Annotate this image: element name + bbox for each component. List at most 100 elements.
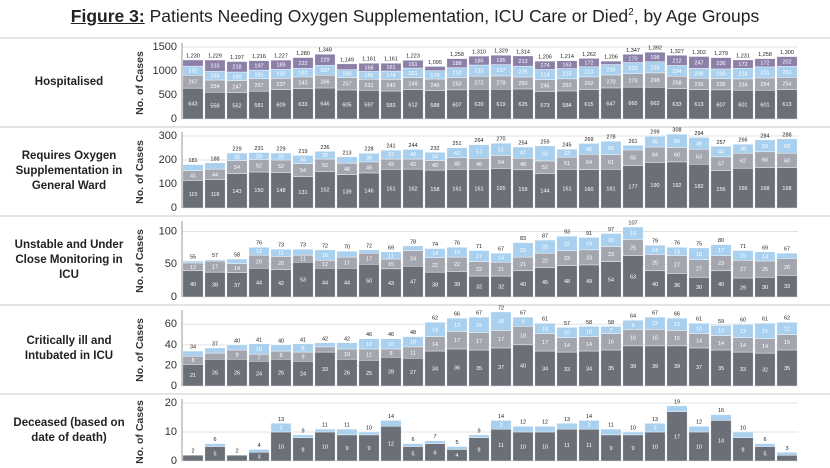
segment-label: 21: [190, 373, 196, 379]
segment-label: 39: [652, 364, 658, 370]
total-label: 1,258: [758, 52, 772, 58]
total-label: 78: [410, 239, 416, 245]
total-label: 72: [366, 243, 372, 249]
segment-label: 226: [518, 70, 527, 76]
segment-label: 44: [322, 281, 328, 287]
total-label: 69: [388, 245, 394, 251]
segment-label: 49: [586, 279, 592, 285]
segment-label: 36: [674, 283, 680, 289]
segment-label: 236: [716, 61, 725, 67]
segment-label: 26: [344, 371, 350, 377]
bar-segment: [182, 350, 204, 357]
bar-segment: [424, 66, 446, 71]
total-label: 261: [628, 139, 637, 145]
segment-label: 218: [232, 65, 241, 71]
bar-segment: [710, 146, 732, 158]
segment-label: 9: [631, 323, 634, 329]
bar-segment: [732, 250, 754, 261]
segment-label: 64: [652, 153, 658, 159]
segment-label: 10: [322, 444, 328, 450]
total-label: 61: [542, 317, 548, 323]
segment-label: 8: [279, 353, 282, 359]
bar-segment: [534, 239, 556, 254]
segment-label: 37: [234, 283, 240, 289]
segment-label: 15: [454, 250, 460, 256]
total-label: 67: [652, 311, 658, 317]
segment-label: 188: [452, 61, 461, 67]
bar-segment: [644, 51, 666, 62]
segment-label: 24: [410, 256, 416, 262]
segment-label: 27: [696, 266, 702, 272]
y-tick-label: 20: [165, 397, 177, 409]
y-tick-label: 40: [165, 339, 177, 351]
total-label: 259: [540, 139, 549, 145]
segment-label: 3: [499, 423, 502, 429]
segment-label: 50: [762, 144, 768, 150]
total-label: 213: [342, 150, 351, 156]
segment-label: 231: [760, 70, 769, 76]
bar-segment: [776, 252, 798, 259]
y-tick-label: 50: [165, 258, 177, 270]
segment-label: 10: [542, 444, 548, 450]
total-label: 1,262: [582, 52, 596, 58]
segment-label: 192: [188, 69, 197, 75]
bar-segment: [710, 244, 732, 256]
total-label: 16: [718, 408, 724, 414]
segment-label: 150: [254, 188, 263, 194]
bar-segment: [534, 60, 556, 70]
segment-label: 10: [366, 342, 372, 348]
segment-label: 185: [474, 59, 483, 65]
segment-label: 9: [609, 446, 612, 452]
segment-label: 43: [388, 281, 394, 287]
segment-label: 52: [278, 164, 284, 170]
segment-label: 32: [322, 153, 328, 159]
segment-label: 48: [564, 279, 570, 285]
segment-label: 20: [256, 260, 262, 266]
total-label: 59: [718, 319, 724, 325]
segment-label: 14: [498, 256, 504, 262]
segment-label: 665: [628, 101, 637, 107]
total-label: 1,302: [692, 50, 706, 56]
bar-segment: [226, 344, 248, 351]
segment-label: 14: [432, 327, 438, 333]
segment-label: 39: [630, 364, 636, 370]
bar-segment: [204, 59, 226, 72]
bar-segment: [248, 60, 270, 71]
bar-segment: [182, 455, 204, 462]
segment-label: 66: [762, 158, 768, 164]
bar-segment: [358, 338, 380, 350]
total-label: 6: [763, 437, 766, 443]
bar-segment: [512, 55, 534, 67]
segment-label: 613: [782, 102, 791, 108]
total-label: 229: [232, 146, 241, 152]
segment-label: 38: [432, 283, 438, 289]
segment-label: 44: [212, 172, 218, 178]
segment-label: 33: [322, 367, 328, 373]
bar-segment: [468, 144, 490, 159]
segment-label: 245: [540, 84, 549, 90]
segment-label: 30: [696, 285, 702, 291]
total-label: 245: [562, 143, 571, 149]
segment-label: 14: [652, 248, 658, 254]
segment-label: 16: [322, 253, 328, 259]
total-label: 73: [278, 243, 284, 249]
total-label: 254: [518, 140, 527, 146]
total-label: 87: [542, 234, 548, 240]
bar-segment: [688, 426, 710, 433]
bar-segment: [292, 434, 314, 438]
y-axis-title: No. of Cases: [134, 400, 146, 464]
segment-label: 612: [408, 102, 417, 108]
bar-segment: [402, 149, 424, 160]
segment-label: 40: [652, 282, 658, 288]
total-label: 299: [650, 130, 659, 136]
bar-segment: [182, 260, 204, 264]
segment-label: 237: [276, 82, 285, 88]
segment-label: 11: [410, 351, 416, 357]
segment-label: 233: [628, 66, 637, 72]
segment-label: 254: [782, 81, 791, 87]
segment-label: 17: [476, 339, 482, 345]
total-label: 264: [474, 138, 483, 144]
segment-label: 192: [276, 72, 285, 78]
segment-label: 52: [256, 164, 262, 170]
